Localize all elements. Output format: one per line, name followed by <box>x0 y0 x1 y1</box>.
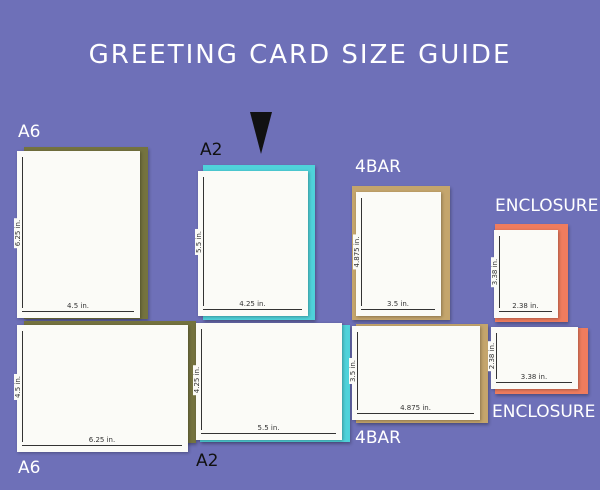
width-label: 2.38 in. <box>512 302 539 310</box>
card: 4.25 in. 5.5 in. <box>193 323 342 440</box>
card-label: ENCLOSURE <box>492 402 596 422</box>
height-label: 3.5 in. <box>349 358 357 384</box>
height-label: 6.25 in. <box>14 217 22 248</box>
card: 5.5 in. 4.25 in. <box>195 171 308 316</box>
card: 6.25 in. 4.5 in. <box>14 151 140 318</box>
width-label: 4.25 in. <box>239 300 266 308</box>
width-label: 4.875 in. <box>400 404 431 412</box>
card-label: A6 <box>18 122 41 142</box>
width-label: 4.5 in. <box>67 302 89 310</box>
height-label: 3.38 in. <box>491 256 499 288</box>
width-label: 5.5 in. <box>257 424 280 432</box>
height-label: 4.25 in. <box>193 364 201 395</box>
card: 4.875 in. 3.5 in. <box>353 192 441 316</box>
width-label: 6.25 in. <box>88 436 116 444</box>
card-label: A6 <box>18 458 41 478</box>
card: 4.5 in. 6.25 in. <box>14 325 188 452</box>
arrow <box>250 112 272 154</box>
card-label: A2 <box>200 140 223 160</box>
card-label: A2 <box>196 451 219 471</box>
card-label: 4BAR <box>355 428 401 448</box>
card: 3.38 in. 2.38 in. <box>491 230 558 318</box>
card: 3.5 in. 4.875 in. <box>349 326 480 420</box>
height-label: 4.875 in. <box>353 234 361 270</box>
height-label: 5.5 in. <box>195 228 203 255</box>
card-label: ENCLOSURE <box>495 196 599 216</box>
card: 2.38 in. 3.38 in. <box>488 327 578 389</box>
height-label: 2.38 in. <box>488 340 496 372</box>
width-label: 3.38 in. <box>520 373 548 381</box>
title: GREETING CARD SIZE GUIDE <box>88 40 512 70</box>
height-label: 4.5 in. <box>14 373 22 400</box>
card-label: 4BAR <box>355 157 401 177</box>
width-label: 3.5 in. <box>387 300 409 308</box>
